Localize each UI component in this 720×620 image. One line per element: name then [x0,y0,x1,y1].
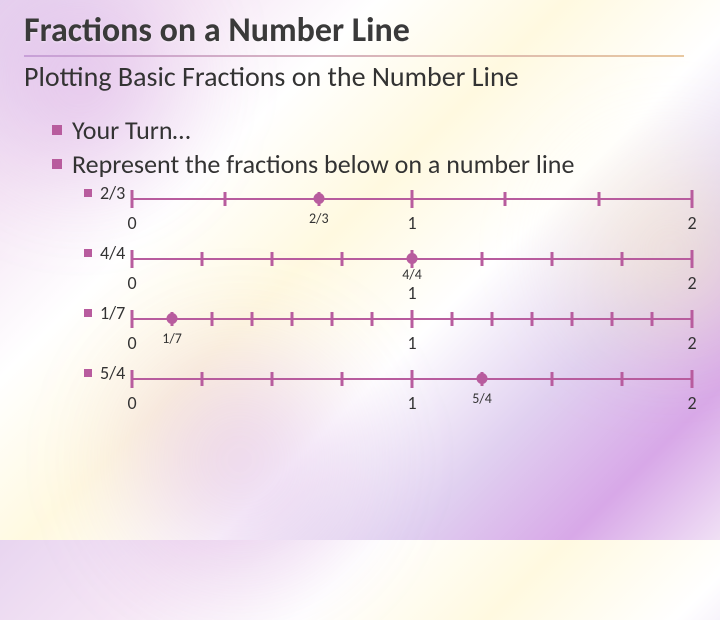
tick [610,312,613,326]
tick [621,252,624,266]
axis-label: 1 [407,212,416,234]
bullet-icon [52,159,62,169]
tick [551,252,554,266]
tick [531,312,534,326]
fraction-text: 2/3 [100,182,125,204]
line-fraction-label: 2/3 [84,182,132,204]
tick [597,192,600,206]
bullet-icon [84,189,92,197]
number-lines-container: 2/302/3124/404/4121/701/7125/4015/42 [84,188,696,428]
axis-label: 0 [127,272,136,294]
tick [330,312,333,326]
tick [451,312,454,326]
number-line: 02/312 [132,188,696,244]
tick [201,372,204,386]
tick [131,310,134,328]
title-underline [24,55,684,57]
tick [691,310,694,328]
tick [290,312,293,326]
axis-label: 2 [687,212,696,234]
axis-label: 2/3 [309,210,329,227]
tick [131,190,134,208]
tick [224,192,227,206]
plotted-point [313,193,324,204]
axis-label: 0 [127,332,136,354]
axis-label: 2 [687,332,696,354]
number-line: 015/42 [132,368,696,424]
number-line-row: 1/701/712 [84,308,696,368]
plotted-point [407,253,418,264]
axis-label: 4/4 [402,266,422,283]
fraction-text: 1/7 [100,302,125,324]
axis-label: 2 [687,272,696,294]
number-line: 04/412 [132,248,696,304]
tick [481,252,484,266]
axis-label: 1 [407,332,416,354]
number-line-row: 2/302/312 [84,188,696,248]
tick [411,370,414,388]
axis-label: 1 [407,282,416,304]
line-fraction-label: 1/7 [84,302,132,324]
fraction-text: 5/4 [100,362,125,384]
bullet-icon [84,309,92,317]
tick [621,372,624,386]
tick [341,372,344,386]
tick [411,190,414,208]
bullet-text-1: Your Turn… [72,114,190,146]
axis-label: 0 [127,212,136,234]
tick [201,252,204,266]
fraction-text: 4/4 [100,242,125,264]
axis-label: 1/7 [162,330,182,347]
body-bullets: Your Turn… Represent the fractions below… [52,114,696,180]
tick [691,250,694,268]
tick [504,192,507,206]
axis-label: 5/4 [472,390,492,407]
tick [650,312,653,326]
tick [271,372,274,386]
plotted-point [477,373,488,384]
bullet-icon [52,125,62,135]
tick [370,312,373,326]
number-line: 01/712 [132,308,696,364]
line-fraction-label: 4/4 [84,242,132,264]
tick [211,312,214,326]
tick [271,252,274,266]
bullet-icon [84,249,92,257]
bullet-text-2: Represent the fractions below on a numbe… [72,148,574,180]
axis-label: 0 [127,392,136,414]
tick [570,312,573,326]
tick [131,370,134,388]
tick [131,250,134,268]
axis-label: 2 [687,392,696,414]
number-line-row: 5/4015/42 [84,368,696,428]
slide-subtitle: Plotting Basic Fractions on the Number L… [24,59,696,94]
line-fraction-label: 5/4 [84,362,132,384]
tick [691,370,694,388]
tick [411,310,414,328]
bullet-icon [84,369,92,377]
tick [691,190,694,208]
number-line-row: 4/404/412 [84,248,696,308]
plotted-point [167,313,178,324]
tick [551,372,554,386]
tick [341,252,344,266]
tick [491,312,494,326]
tick [251,312,254,326]
slide-title: Fractions on a Number Line [24,10,696,51]
axis-label: 1 [407,392,416,414]
